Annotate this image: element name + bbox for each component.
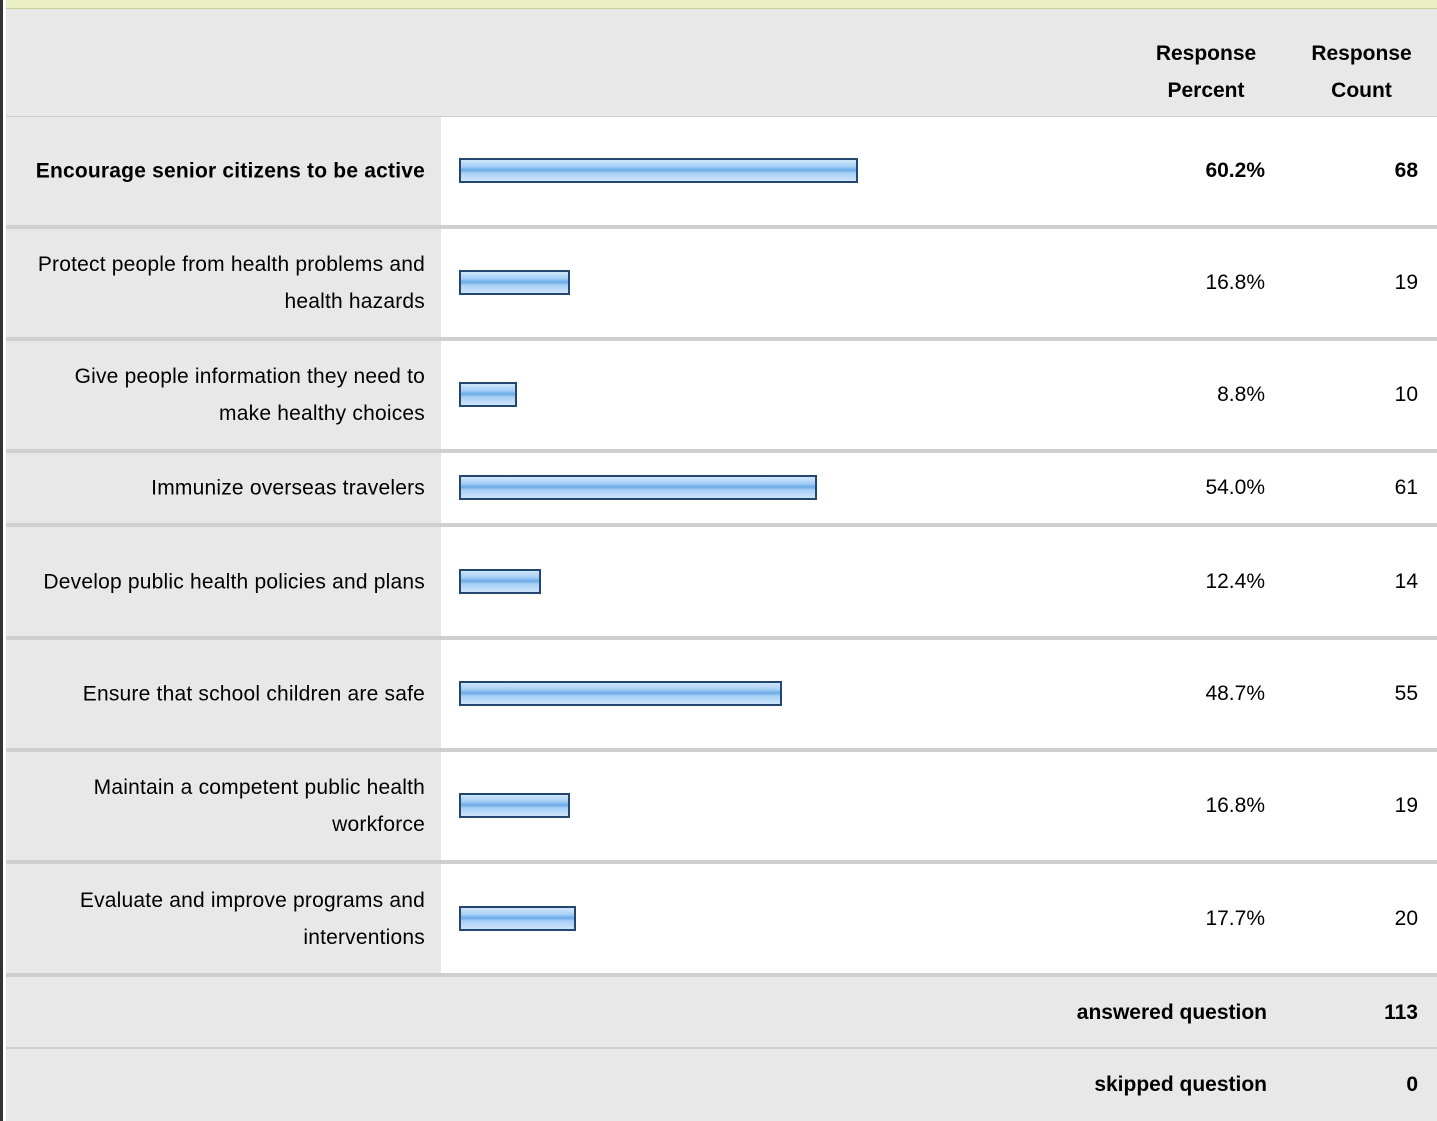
bar-cell	[441, 527, 1437, 636]
skipped-question-label: skipped question	[1094, 1073, 1267, 1096]
table-row: Maintain a competent public health workf…	[6, 752, 1437, 860]
response-percent: 12.4%	[1205, 569, 1265, 593]
category-label: Develop public health policies and plans	[43, 570, 425, 593]
response-count: 68	[1394, 159, 1418, 182]
bar	[459, 793, 570, 818]
row-divider	[6, 748, 1437, 752]
response-percent: 60.2%	[1205, 159, 1265, 182]
bar	[459, 158, 858, 183]
bar	[459, 905, 576, 931]
response-percent: 48.7%	[1205, 682, 1265, 705]
row-divider	[6, 973, 1437, 977]
response-count: 14	[1394, 569, 1418, 593]
bar-cell	[441, 864, 1437, 973]
row-label-cell: Ensure that school children are safe	[6, 640, 441, 748]
response-count: 19	[1394, 271, 1418, 294]
skipped-question-value: 0	[1406, 1073, 1418, 1096]
response-percent: 54.0%	[1205, 476, 1265, 499]
row-divider	[6, 860, 1437, 864]
response-count: 55	[1394, 682, 1418, 705]
category-label: Protect people from health problems and …	[37, 253, 425, 313]
bar-cell	[441, 453, 1437, 523]
header-response-percent: Response Percent	[1155, 42, 1257, 102]
row-label-cell: Maintain a competent public health workf…	[6, 752, 441, 860]
row-divider	[6, 523, 1437, 527]
table-row: Develop public health policies and plans…	[6, 527, 1437, 636]
bar	[459, 681, 782, 706]
response-count: 61	[1394, 476, 1418, 499]
bar	[459, 475, 817, 500]
category-label: Ensure that school children are safe	[82, 682, 425, 706]
category-label: Encourage senior citizens to be active	[35, 159, 425, 183]
bar-cell	[441, 117, 1437, 225]
row-divider	[6, 225, 1437, 229]
row-label-cell: Develop public health policies and plans	[6, 527, 441, 636]
response-count: 19	[1394, 794, 1418, 817]
table-row: Evaluate and improve programs and interv…	[6, 864, 1437, 973]
table-header: Response Percent Response Count	[6, 9, 1437, 117]
bar	[459, 382, 517, 407]
table-row: Protect people from health problems and …	[6, 229, 1437, 337]
bar-cell	[441, 229, 1437, 337]
response-percent: 16.8%	[1205, 271, 1265, 294]
response-percent: 8.8%	[1217, 383, 1265, 406]
answered-question-value: 113	[1384, 1000, 1418, 1024]
table-row: Immunize overseas travelers 54.0% 61	[6, 453, 1437, 523]
category-label: Immunize overseas travelers	[151, 476, 425, 500]
row-label-cell: Immunize overseas travelers	[6, 453, 441, 523]
response-count: 20	[1394, 906, 1418, 930]
row-label-cell: Protect people from health problems and …	[6, 229, 441, 337]
bar-cell	[441, 341, 1437, 449]
response-percent: 17.7%	[1205, 906, 1265, 930]
category-label: Evaluate and improve programs and interv…	[79, 888, 425, 949]
bar-cell	[441, 752, 1437, 860]
table-row: Give people information they need to mak…	[6, 341, 1437, 449]
row-label-cell: Evaluate and improve programs and interv…	[6, 864, 441, 973]
response-count: 10	[1394, 383, 1418, 406]
bar	[459, 568, 541, 594]
header-response-count: Response Count	[1311, 42, 1412, 102]
table-row: Encourage senior citizens to be active 60…	[6, 117, 1437, 225]
top-strip	[6, 0, 1437, 9]
category-label: Maintain a competent public health workf…	[93, 776, 425, 836]
row-divider	[6, 449, 1437, 453]
bar-cell	[441, 640, 1437, 748]
row-label-cell: Encourage senior citizens to be active	[6, 117, 441, 225]
row-divider	[6, 337, 1437, 341]
bar	[459, 270, 570, 295]
footer-divider	[6, 1047, 1437, 1049]
answered-question-label: answered question	[1076, 1000, 1267, 1024]
answered-question-row: answered question 113	[6, 977, 1437, 1048]
row-divider	[6, 636, 1437, 640]
response-percent: 16.8%	[1205, 794, 1265, 817]
row-label-cell: Give people information they need to mak…	[6, 341, 441, 449]
table-row: Ensure that school children are safe 48.7…	[6, 640, 1437, 748]
category-label: Give people information they need to mak…	[74, 365, 425, 425]
skipped-question-row: skipped question 0	[6, 1049, 1437, 1121]
